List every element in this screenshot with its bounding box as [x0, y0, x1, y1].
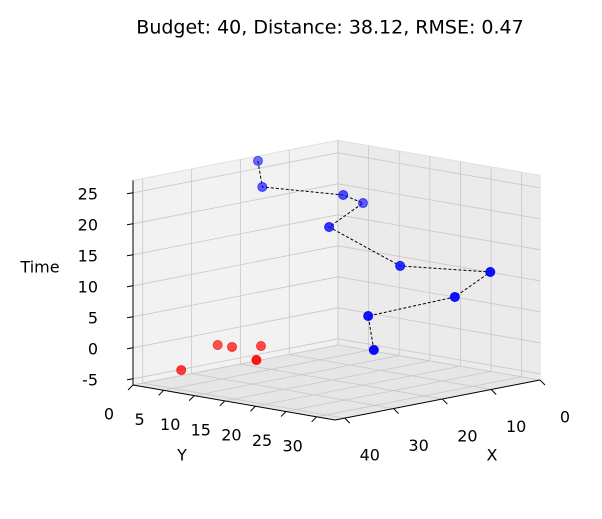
z-tick-label: 25	[78, 184, 98, 203]
y-axis-label: Y	[176, 446, 187, 465]
grid-line	[255, 365, 461, 407]
grid-line	[132, 338, 339, 380]
grid-line	[163, 349, 369, 391]
tick-mark	[127, 384, 134, 391]
grid-line	[132, 307, 339, 349]
data-point	[252, 155, 263, 166]
grid-line	[337, 245, 541, 282]
x-axis-line	[334, 379, 541, 421]
data-point	[324, 222, 335, 233]
x-tick-label: 10	[506, 417, 526, 436]
y-tick-label: 0	[104, 405, 114, 424]
tick-mark	[442, 398, 448, 405]
z-axis-label: Time	[19, 258, 59, 277]
data-point	[212, 340, 223, 351]
x-tick-label: 40	[360, 446, 380, 465]
data-point	[176, 365, 187, 376]
x-tick-label: 20	[457, 427, 477, 446]
grid-line	[337, 214, 541, 251]
y-axis-line	[132, 384, 336, 421]
grid-line	[337, 183, 541, 220]
tick-mark	[344, 417, 351, 424]
grid-line	[132, 344, 339, 386]
y-tick-label: 20	[221, 426, 241, 445]
x-tick-label: 30	[408, 436, 428, 455]
x-axis-label: X	[487, 446, 498, 465]
tick-mark	[311, 416, 317, 423]
connector-line	[257, 160, 492, 351]
x-tick-label: 0	[560, 408, 570, 427]
tick-mark	[126, 316, 134, 319]
tick-mark	[188, 395, 195, 401]
grid-line	[240, 363, 443, 400]
data-point	[368, 344, 379, 355]
data-point	[357, 198, 368, 209]
data-point	[257, 181, 268, 192]
z-tick-label: 0	[88, 339, 98, 358]
grid-line	[337, 276, 541, 313]
tick-mark	[539, 379, 546, 386]
z-tick-label: 15	[78, 246, 98, 265]
z-tick-label: 10	[78, 277, 98, 296]
data-point	[363, 311, 374, 322]
grid-line	[142, 382, 345, 419]
data-point	[251, 355, 262, 366]
data-point	[338, 189, 349, 200]
grid-line	[132, 214, 339, 256]
y-tick-label: 15	[191, 420, 211, 439]
grid-line	[316, 376, 522, 418]
data-point	[485, 267, 496, 278]
grid-line	[132, 183, 339, 225]
grid-line	[285, 371, 492, 412]
tick-mark	[126, 285, 134, 288]
data-point	[395, 260, 406, 271]
tick-mark	[126, 378, 134, 381]
z-tick-label: -5	[82, 370, 98, 389]
y-tick-label: 5	[135, 410, 145, 429]
tick-mark	[126, 192, 134, 195]
grid-line	[191, 373, 394, 409]
grid-line	[194, 355, 400, 396]
grid-line	[337, 338, 541, 375]
data-point	[255, 341, 266, 352]
tick-mark	[126, 223, 134, 226]
tick-mark	[393, 408, 399, 414]
grid-line	[289, 354, 492, 390]
data-point	[449, 291, 460, 302]
data-point	[227, 341, 238, 352]
grid-line	[132, 276, 339, 318]
grid-line	[132, 245, 339, 287]
grid-line	[132, 152, 339, 194]
z-tick-label: 5	[88, 308, 98, 327]
tick-mark	[250, 405, 256, 412]
grid-line	[224, 360, 430, 402]
tick-mark	[158, 389, 164, 396]
z-tick-label: 20	[78, 215, 98, 234]
y-tick-label: 30	[282, 436, 302, 455]
tick-mark	[126, 254, 134, 257]
tick-mark	[126, 347, 134, 350]
grid-line	[337, 152, 541, 189]
tick-mark	[490, 389, 497, 395]
tick-mark	[280, 411, 287, 417]
y-tick-label: 25	[252, 431, 272, 450]
tick-mark	[219, 400, 226, 407]
y-tick-label: 10	[160, 415, 180, 434]
chart-title: Budget: 40, Distance: 38.12, RMSE: 0.47	[136, 17, 523, 39]
